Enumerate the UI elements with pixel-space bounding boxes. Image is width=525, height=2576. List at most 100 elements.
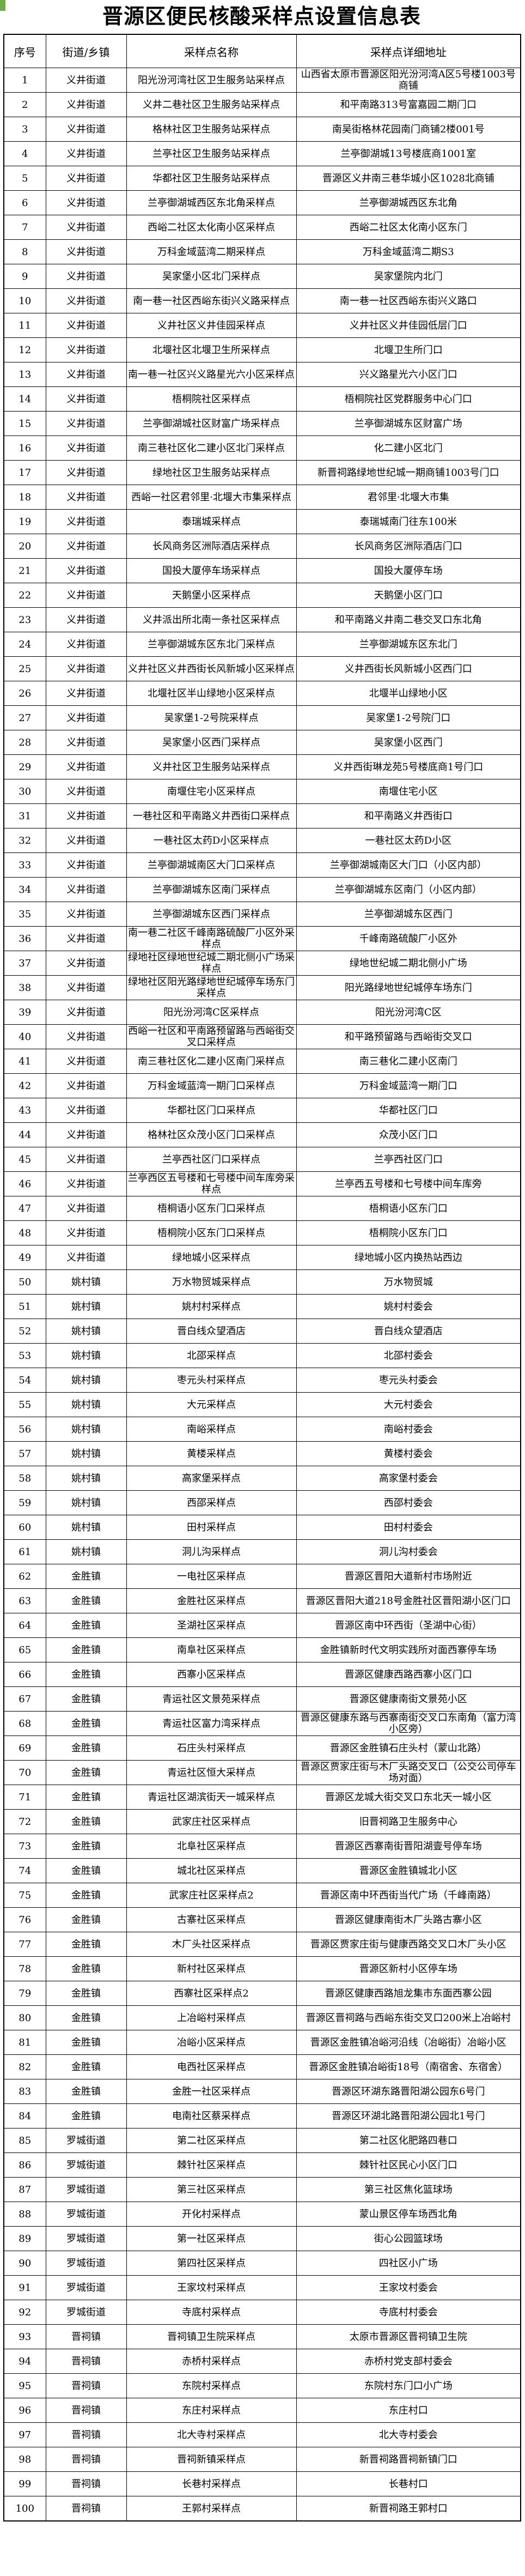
cell-town: 义井街道 (45, 141, 127, 166)
cell-name: 青运社区湖滨街天一城采样点 (126, 1785, 297, 1810)
cell-town: 金胜镇 (45, 1686, 127, 1712)
table-row: 72 金胜镇 武家庄社区采样点 旧晋祠路卫生服务中心 (3, 1809, 521, 1834)
cell-town: 金胜镇 (45, 2030, 127, 2055)
cell-name: 南堰住宅小区采样点 (126, 779, 297, 804)
cell-address: 一巷社区太药D小区 (296, 828, 521, 853)
cell-name: 长巷村采样点 (126, 2471, 297, 2496)
table-row: 75 金胜镇 武家庄社区采样点2 晋源区南中环西街当代广场（千峰南路） (3, 1883, 521, 1908)
cell-address: 晋源区金胜镇城北小区 (296, 1858, 521, 1883)
cell-name: 城北社区采样点 (126, 1858, 297, 1883)
cell-name: 赤桥村采样点 (126, 2349, 297, 2374)
cell-town: 义井街道 (45, 460, 127, 485)
cell-town: 晋祠镇 (45, 2496, 127, 2521)
cell-address: 吴家堡小区西门 (296, 730, 521, 755)
table-row: 17 义井街道 绿地社区卫生服务站采样点 新晋祠路绿地世纪城一期商铺1003号门… (3, 460, 521, 485)
cell-name: 王郭村采样点 (126, 2496, 297, 2521)
table-row: 84 金胜镇 电南社区蔡采样点 晋源区环湖北路晋阳湖公园北1号门 (3, 2103, 521, 2128)
cell-seq: 27 (3, 705, 46, 730)
cell-seq: 36 (3, 926, 46, 951)
cell-address: 南吴街格林花园南门商铺2楼001号 (296, 117, 521, 142)
cell-name: 义井社区义井佳园采样点 (126, 313, 297, 338)
cell-town: 义井街道 (45, 975, 127, 1000)
cell-name: 义井社区卫生服务站采样点 (126, 754, 297, 779)
cell-address: 和平路预留路与西峪街交叉口 (296, 1024, 521, 1049)
cell-name: 田村采样点 (126, 1515, 297, 1540)
table-row: 67 金胜镇 青运社区文景苑采样点 晋源区健康南街文景苑小区 (3, 1686, 521, 1712)
cell-address: 棘针社区民心小区门口 (296, 2152, 521, 2178)
cell-town: 义井街道 (45, 362, 127, 387)
cell-address: 万科金域蓝湾一期门口 (296, 1073, 521, 1098)
cell-town: 罗城街道 (45, 2128, 127, 2153)
table-row: 86 罗城街道 棘针社区采样点 棘针社区民心小区门口 (3, 2152, 521, 2178)
cell-address: 西峪二社区太化南小区东门 (296, 215, 521, 240)
table-row: 80 金胜镇 上冶峪村采样点 晋源区晋祠路与西峪东街交叉口200米上冶峪村 (3, 2005, 521, 2030)
cell-town: 义井街道 (45, 337, 127, 362)
table-row: 99 晋祠镇 长巷村采样点 长巷村口 (3, 2471, 521, 2496)
cell-name: 一电社区采样点 (126, 1564, 297, 1589)
table-row: 59 姚村镇 西邵采样点 西邵村委会 (3, 1490, 521, 1515)
table-row: 64 金胜镇 圣湖社区采样点 晋源区南中环西街（圣湖中心街） (3, 1613, 521, 1638)
table-row: 93 晋祠镇 晋祠镇卫生院采样点 太原市晋源区晋祠镇卫生院 (3, 2324, 521, 2349)
cell-town: 金胜镇 (45, 2054, 127, 2079)
cell-town: 义井街道 (45, 951, 127, 976)
cell-seq: 39 (3, 1000, 46, 1025)
cell-town: 义井街道 (45, 926, 127, 951)
table-row: 46 义井街道 兰亭西区五号楼和七号楼中间车库旁采样点 兰亭西五号楼和七号楼中间… (3, 1171, 521, 1196)
cell-seq: 20 (3, 534, 46, 559)
cell-town: 姚村镇 (45, 1515, 127, 1540)
table-row: 89 罗城街道 第一社区采样点 街心公园篮球场 (3, 2226, 521, 2251)
cell-seq: 25 (3, 656, 46, 681)
cell-seq: 2 (3, 92, 46, 117)
cell-address: 化二建小区北门 (296, 436, 521, 461)
cell-name: 青运社区文景苑采样点 (126, 1686, 297, 1712)
cell-address: 和平南路义井南二巷交叉口东北角 (296, 607, 521, 632)
cell-name: 北大寺村采样点 (126, 2422, 297, 2447)
cell-address: 晋源区晋阳大道新村市场附近 (296, 1564, 521, 1589)
cell-name: 东庄村采样点 (126, 2398, 297, 2423)
cell-name: 姚村村采样点 (126, 1294, 297, 1319)
cell-seq: 70 (3, 1760, 46, 1785)
table-row: 30 义井街道 南堰住宅小区采样点 南堰住宅小区 (3, 779, 521, 804)
cell-seq: 16 (3, 436, 46, 461)
cell-name: 电西社区采样点 (126, 2054, 297, 2079)
table-row: 6 义井街道 兰亭御湖城西区东北角采样点 兰亭御湖城西区东北角 (3, 190, 521, 215)
cell-town: 金胜镇 (45, 1637, 127, 1662)
cell-address: 晋源区贾家庄街与健康西路交叉口木厂头小区 (296, 1932, 521, 1957)
cell-seq: 30 (3, 779, 46, 804)
cell-seq: 38 (3, 975, 46, 1000)
cell-town: 义井街道 (45, 117, 127, 142)
cell-town: 姚村镇 (45, 1392, 127, 1417)
cell-address: 晋源区金胜镇冶峪河沿线（冶峪街）冶峪小区 (296, 2030, 521, 2055)
cell-address: 晋源区贾家庄街与木厂头路交叉口（公交公司停车场对面） (296, 1760, 521, 1785)
cell-address: 南堰住宅小区 (296, 779, 521, 804)
cell-seq: 99 (3, 2471, 46, 2496)
table-row: 40 义井街道 西峪一社区和平南路预留路与西峪街交叉口采样点 和平路预留路与西峪… (3, 1024, 521, 1049)
table-row: 60 姚村镇 田村采样点 田村村委会 (3, 1515, 521, 1540)
cell-address: 枣元头村委会 (296, 1368, 521, 1393)
cell-town: 罗城街道 (45, 2202, 127, 2227)
table-row: 26 义井街道 北堰社区半山绿地小区采样点 北堰半山绿地小区 (3, 681, 521, 706)
cell-seq: 12 (3, 337, 46, 362)
cell-seq: 28 (3, 730, 46, 755)
cell-name: 西邵采样点 (126, 1490, 297, 1515)
cell-address: 姚村村委会 (296, 1294, 521, 1319)
cell-name: 义井二巷社区卫生服务站采样点 (126, 92, 297, 117)
cell-seq: 61 (3, 1539, 46, 1564)
cell-seq: 67 (3, 1686, 46, 1712)
cell-seq: 57 (3, 1441, 46, 1466)
cell-address: 和平南路义井西街口 (296, 803, 521, 829)
cell-town: 义井街道 (45, 902, 127, 927)
cell-address: 吴家堡1-2号院门口 (296, 705, 521, 730)
cell-seq: 93 (3, 2324, 46, 2349)
cell-seq: 77 (3, 1932, 46, 1957)
cell-town: 金胜镇 (45, 1736, 127, 1761)
cell-town: 金胜镇 (45, 1564, 127, 1589)
cell-town: 金胜镇 (45, 2103, 127, 2128)
cell-name: 梧桐语小区东门口采样点 (126, 1196, 297, 1221)
cell-town: 义井街道 (45, 534, 127, 559)
cell-name: 吴家堡1-2号院采样点 (126, 705, 297, 730)
cell-address: 田村村委会 (296, 1515, 521, 1540)
cell-address: 兴义路星光六小区门口 (296, 362, 521, 387)
cell-seq: 35 (3, 902, 46, 927)
cell-seq: 62 (3, 1564, 46, 1589)
